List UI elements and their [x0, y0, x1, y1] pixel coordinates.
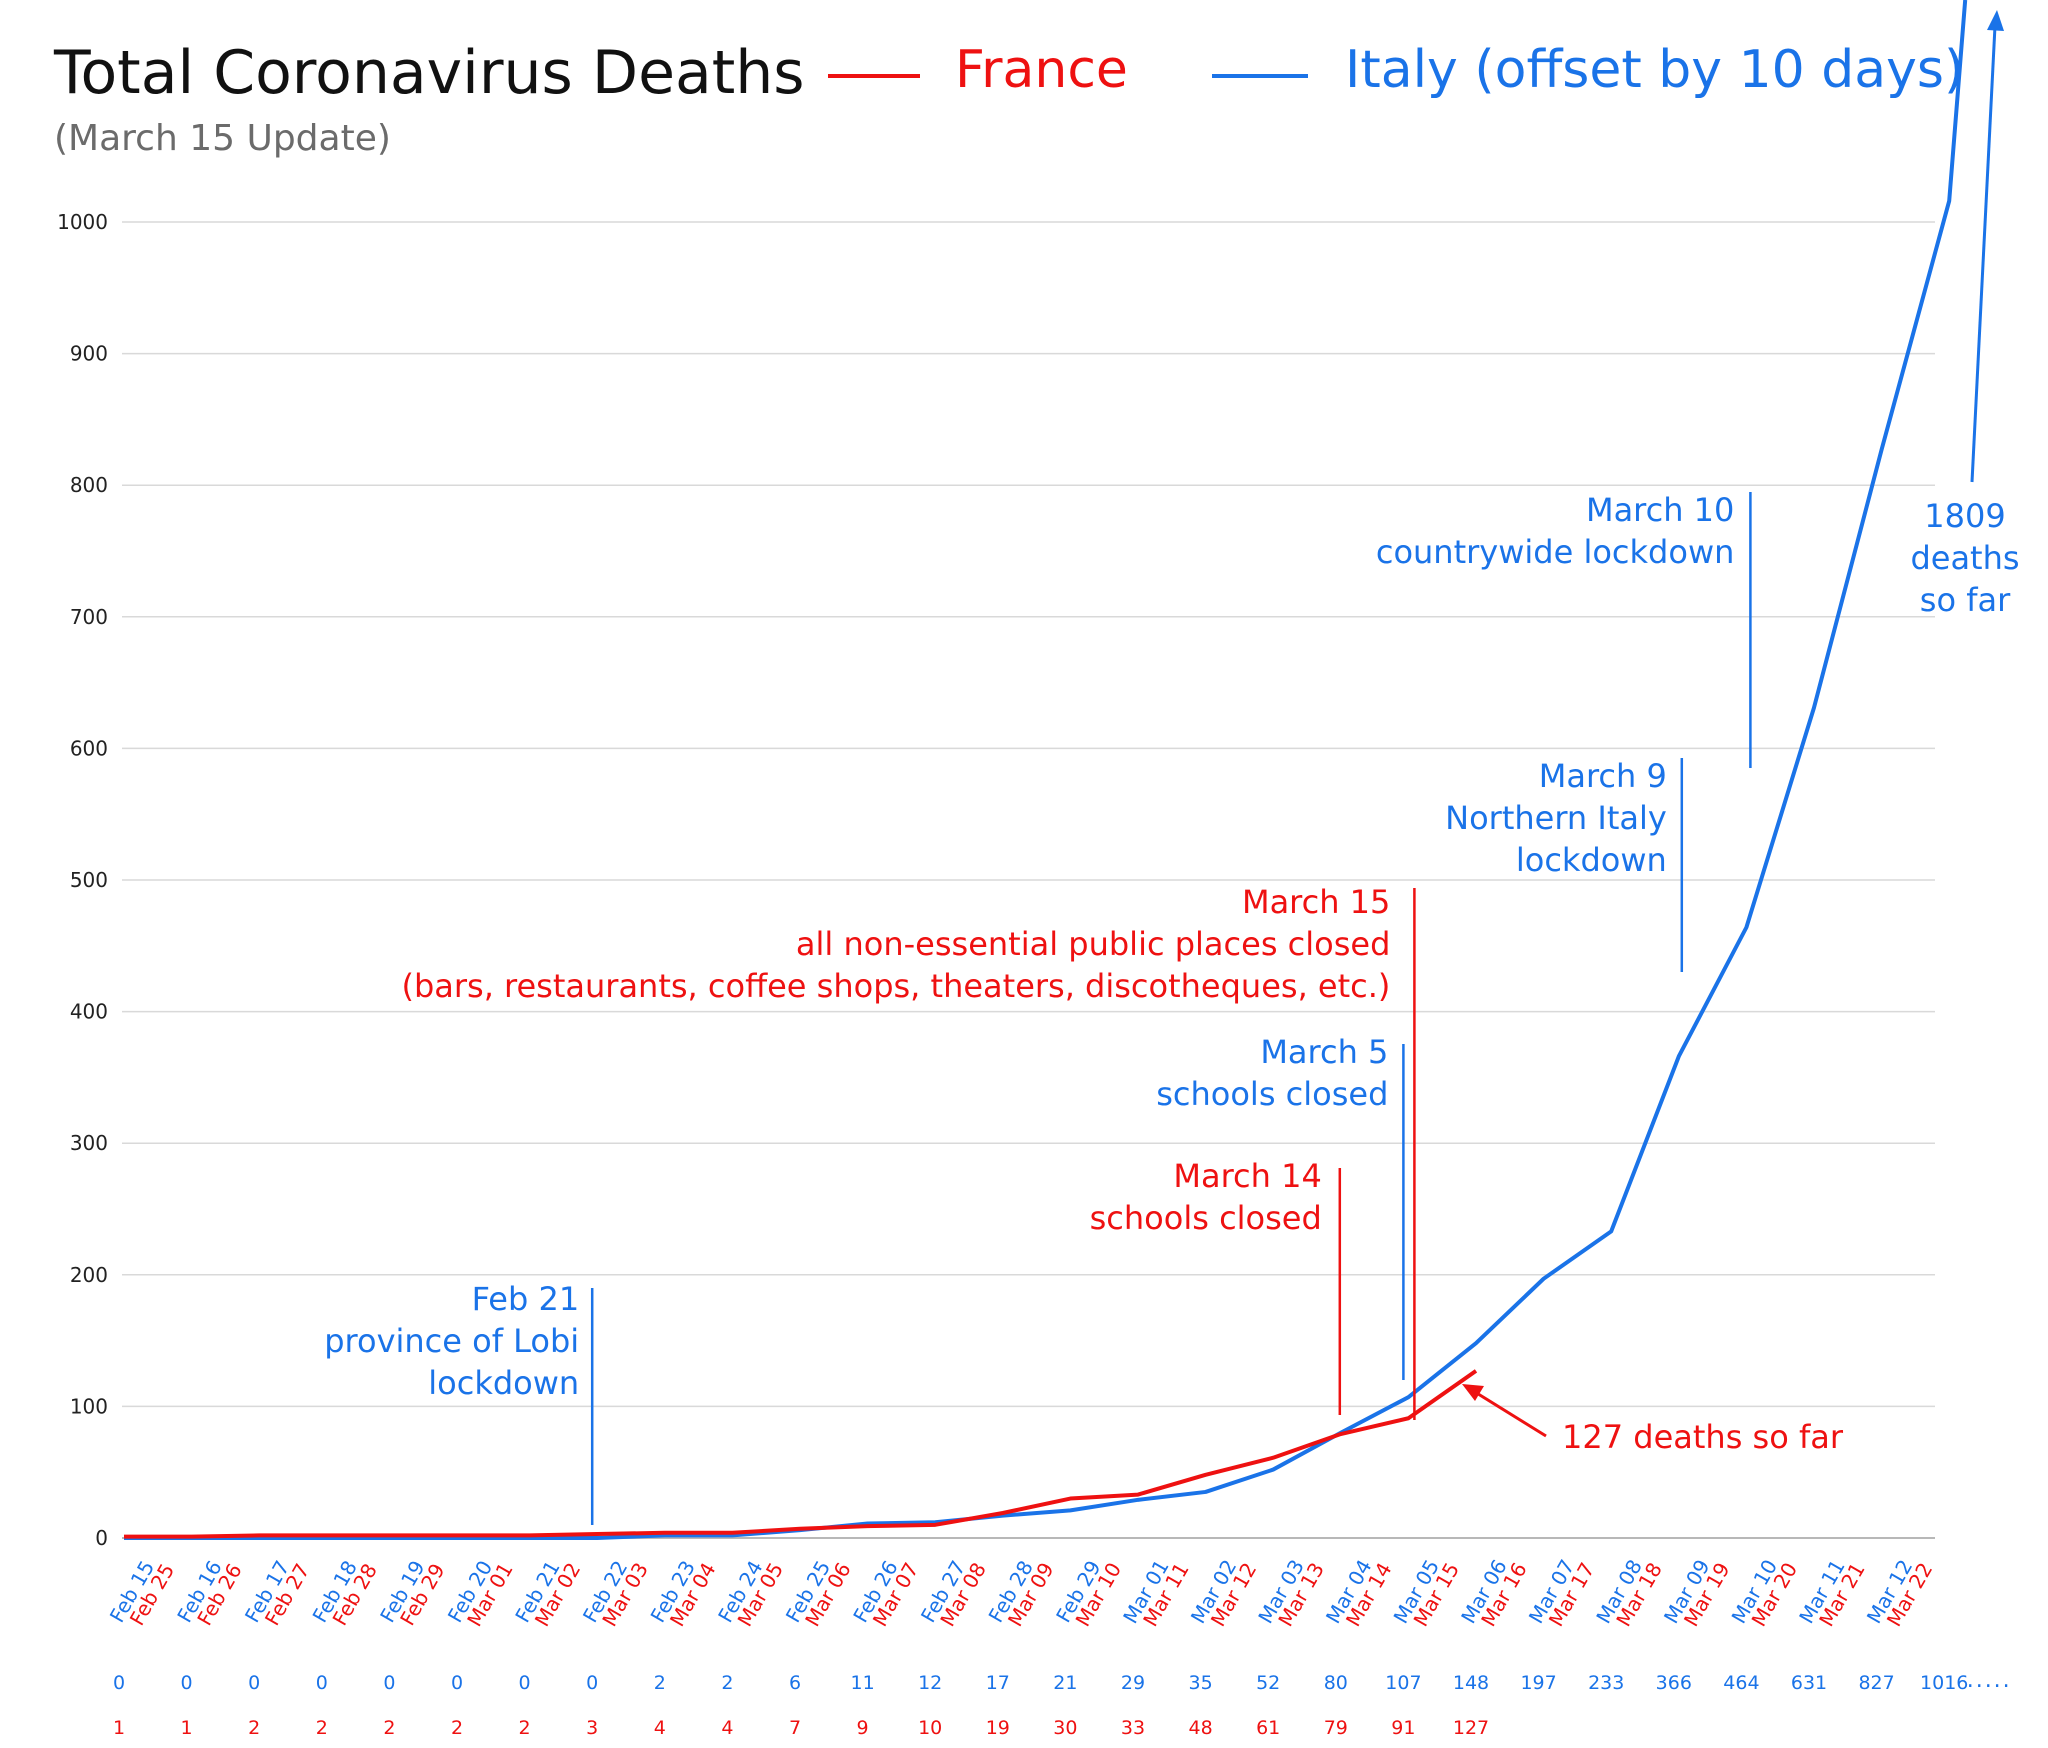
y-tick-label: 900: [70, 342, 108, 366]
annotation-text-march9: Northern Italy: [1445, 799, 1667, 837]
data-label-france: 2: [519, 1717, 531, 1739]
y-tick-label: 300: [70, 1131, 108, 1155]
annotation-text-march9: lockdown: [1516, 841, 1667, 879]
data-label-france: 48: [1189, 1717, 1213, 1739]
chart-subtitle: (March 15 Update): [54, 118, 391, 159]
data-label-italy: 12: [918, 1672, 942, 1694]
data-label-italy: 2: [654, 1672, 666, 1694]
data-label-france: 7: [789, 1717, 801, 1739]
data-label-france: 4: [654, 1717, 666, 1739]
data-label-italy: 0: [519, 1672, 531, 1694]
annotation-text-march15: all non-essential public places closed: [796, 925, 1390, 963]
annotation-text-1809: 1809: [1924, 497, 2005, 535]
data-label-italy: 631: [1791, 1672, 1827, 1694]
annotation-text-march5: schools closed: [1156, 1075, 1388, 1113]
y-tick-label: 100: [70, 1394, 108, 1418]
italy-continuation-dots: .....: [1967, 1668, 2012, 1693]
data-label-france: 2: [451, 1717, 463, 1739]
data-label-france: 79: [1324, 1717, 1348, 1739]
arrow-shaft-france: [1474, 1390, 1547, 1438]
data-label-italy: 107: [1385, 1672, 1421, 1694]
annotation-text-march15: March 15: [1242, 883, 1390, 921]
data-label-italy: 233: [1588, 1672, 1624, 1694]
data-label-france: 19: [986, 1717, 1010, 1739]
arrow-shaft-italy: [1970, 25, 1997, 483]
data-label-france: 2: [248, 1717, 260, 1739]
annotation-text-march14: March 14: [1173, 1157, 1321, 1195]
annotation-text-march9: March 9: [1539, 757, 1667, 795]
annotation-text-1809: deaths: [1910, 539, 2019, 577]
data-label-italy: 148: [1453, 1672, 1489, 1694]
data-label-italy: 0: [248, 1672, 260, 1694]
y-tick-label: 1000: [57, 210, 108, 234]
annotation-text-march5: March 5: [1260, 1033, 1388, 1071]
data-label-italy: 6: [789, 1672, 801, 1694]
data-label-france: 4: [721, 1717, 733, 1739]
data-label-france: 30: [1053, 1717, 1077, 1739]
data-label-france: 91: [1391, 1717, 1415, 1739]
data-label-france: 61: [1256, 1717, 1280, 1739]
data-label-france: 33: [1121, 1717, 1145, 1739]
series-line-italy: [124, 0, 1968, 1540]
annotation-text-march10: countrywide lockdown: [1376, 533, 1735, 571]
data-label-france: 1: [113, 1717, 125, 1739]
legend-label-france: France: [955, 40, 1128, 100]
data-label-italy: 827: [1858, 1672, 1894, 1694]
y-tick-label: 200: [70, 1263, 108, 1287]
data-label-italy: 80: [1324, 1672, 1348, 1694]
data-label-france: 9: [857, 1717, 869, 1739]
data-label-italy: 0: [181, 1672, 193, 1694]
arrow-head-france: [1462, 1384, 1484, 1401]
annotation-text-feb21: lockdown: [428, 1364, 579, 1402]
y-tick-label: 0: [95, 1526, 108, 1550]
data-label-italy: 52: [1256, 1672, 1280, 1694]
data-label-italy: 0: [113, 1672, 125, 1694]
arrow-head-italy: [1987, 10, 2004, 31]
annotation-text-127: 127 deaths so far: [1562, 1418, 1844, 1456]
annotation-text-march15: (bars, restaurants, coffee shops, theate…: [401, 967, 1390, 1005]
data-label-france: 127: [1453, 1717, 1489, 1739]
data-label-italy: 464: [1723, 1672, 1759, 1694]
y-tick-label: 500: [70, 868, 108, 892]
data-label-italy: 0: [383, 1672, 395, 1694]
data-label-italy: 0: [451, 1672, 463, 1694]
annotation-text-march14: schools closed: [1090, 1199, 1322, 1237]
annotation-text-1809: so far: [1920, 581, 2011, 619]
data-label-france: 2: [383, 1717, 395, 1739]
data-label-france: 10: [918, 1717, 942, 1739]
series-line-france: [124, 1369, 1478, 1539]
data-label-italy: 29: [1121, 1672, 1145, 1694]
data-label-france: 1: [181, 1717, 193, 1739]
y-tick-label: 400: [70, 1000, 108, 1024]
annotation-text-feb21: Feb 21: [472, 1280, 580, 1318]
data-label-italy: 17: [986, 1672, 1010, 1694]
chart-title: Total Coronavirus Deaths: [54, 38, 805, 108]
data-label-italy: 197: [1520, 1672, 1556, 1694]
data-label-italy: 0: [586, 1672, 598, 1694]
y-tick-label: 700: [70, 605, 108, 629]
data-label-italy: 366: [1656, 1672, 1692, 1694]
legend-swatch-france: [828, 74, 920, 78]
y-tick-label: 800: [70, 473, 108, 497]
data-label-france: 2: [316, 1717, 328, 1739]
data-label-italy: 2: [721, 1672, 733, 1694]
data-label-italy: 11: [851, 1672, 875, 1694]
legend-label-italy: Italy (offset by 10 days): [1345, 40, 1965, 100]
data-label-italy: 0: [316, 1672, 328, 1694]
legend-swatch-italy: [1212, 74, 1308, 78]
data-label-italy: 35: [1189, 1672, 1213, 1694]
y-tick-label: 600: [70, 736, 108, 760]
annotation-text-march10: March 10: [1586, 491, 1734, 529]
data-label-france: 3: [586, 1717, 598, 1739]
annotation-text-feb21: province of Lobi: [324, 1322, 579, 1360]
data-label-italy: 21: [1053, 1672, 1077, 1694]
data-label-italy: 1016: [1920, 1672, 1968, 1694]
